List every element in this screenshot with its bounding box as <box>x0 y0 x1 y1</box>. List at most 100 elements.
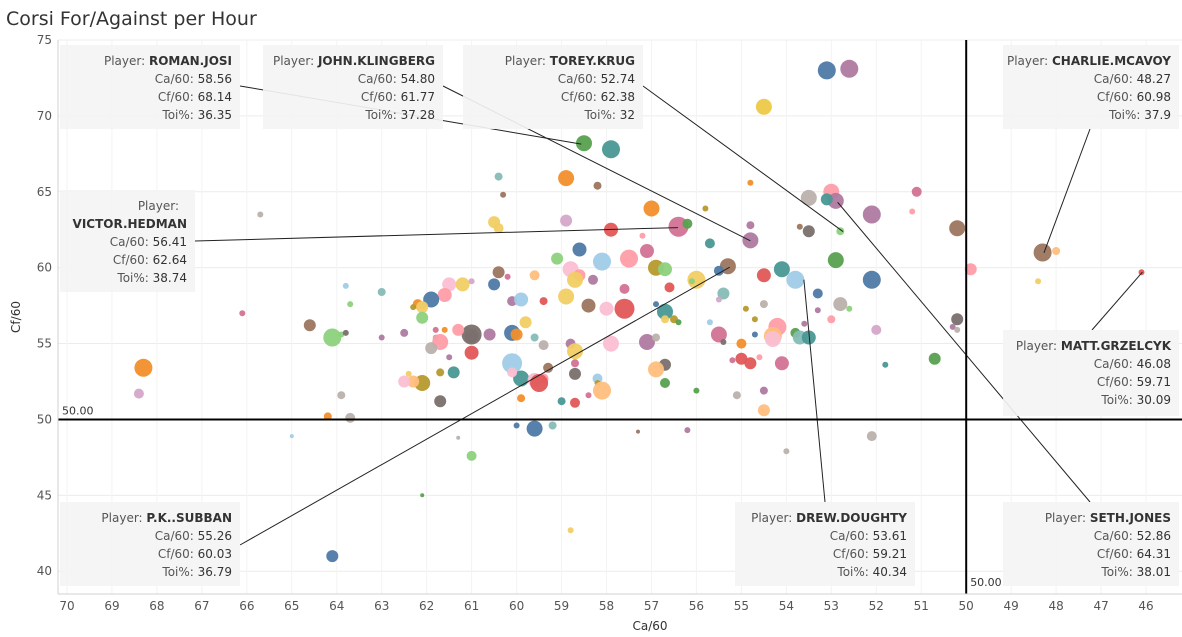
annotation-stat: Ca/60: 58.56 <box>155 72 232 86</box>
data-point <box>441 326 448 333</box>
annotation-player: Player: DREW.DOUGHTY <box>751 511 907 525</box>
data-point <box>757 404 770 417</box>
annotation-player: Player: JOHN.KLINGBERG <box>273 54 435 68</box>
data-point <box>507 367 518 378</box>
annotation-box <box>1003 502 1179 586</box>
annotation-drew-doughty: Player: DREW.DOUGHTY Ca/60: 53.61 Cf/60: 5… <box>735 502 915 586</box>
annotation-torey-krug: Player: TOREY.KRUG Ca/60: 52.74 Cf/60: 62.… <box>463 45 643 129</box>
data-point <box>468 278 475 285</box>
data-point <box>345 412 356 423</box>
annotation-stat: Cf/60: 61.77 <box>361 90 435 104</box>
x-tick-label: 49 <box>1004 599 1019 613</box>
data-point <box>410 304 417 311</box>
y-tick-label: 75 <box>37 33 52 47</box>
data-point <box>801 330 816 345</box>
data-point <box>717 287 730 300</box>
y-tick-label: 60 <box>37 261 52 275</box>
y-tick-label: 65 <box>37 185 52 199</box>
data-point <box>407 375 420 388</box>
annotation-stat: Cf/60: 59.21 <box>833 547 907 561</box>
data-point <box>693 387 700 394</box>
annotation-john-klingberg: Player: JOHN.KLINGBERG Ca/60: 54.80 Cf/60:… <box>263 45 443 129</box>
data-point <box>342 282 349 289</box>
data-point <box>759 300 768 309</box>
data-point <box>747 179 754 186</box>
annotation-roman-josi: Player: ROMAN.JOSI Ca/60: 58.56 Cf/60: 68.… <box>60 45 240 129</box>
x-tick-label: 56 <box>689 599 704 613</box>
data-point <box>713 265 724 276</box>
annotation-leader-line <box>837 201 1091 503</box>
data-point <box>551 252 564 265</box>
data-point <box>820 193 833 206</box>
data-point <box>323 412 332 421</box>
data-point <box>257 211 264 218</box>
data-point <box>323 328 342 347</box>
data-point <box>558 170 575 187</box>
data-point <box>567 527 574 534</box>
annotation-stat: Toi%: 36.79 <box>161 565 232 579</box>
data-point <box>436 368 445 377</box>
annotation-leader-line <box>194 227 679 242</box>
data-point <box>134 358 153 377</box>
data-point <box>827 252 844 269</box>
annotation-box <box>1003 45 1179 129</box>
x-tick-label: 54 <box>779 599 794 613</box>
data-point <box>513 370 530 387</box>
data-point <box>513 422 520 429</box>
annotation-stat: Ca/60: 55.26 <box>155 529 232 543</box>
annotation-stat: Cf/60: 60.98 <box>1097 90 1171 104</box>
data-point <box>567 343 583 360</box>
data-point <box>289 434 294 439</box>
data-point <box>796 223 803 230</box>
data-point <box>558 288 575 305</box>
data-point <box>744 357 757 370</box>
data-point <box>801 320 808 327</box>
data-point <box>400 328 409 337</box>
x-tick-label: 63 <box>374 599 389 613</box>
x-tick-label: 47 <box>1093 599 1108 613</box>
data-point <box>543 362 554 373</box>
data-point <box>434 395 447 408</box>
x-tick-label: 61 <box>464 599 479 613</box>
reference-lines: 50.00 50.00 <box>58 40 1182 594</box>
data-point <box>764 331 781 347</box>
x-tick-label: 50 <box>959 599 974 613</box>
annotation-p-k--subban: Player: P.K..SUBBAN Ca/60: 55.26 Cf/60: 60… <box>60 502 240 586</box>
data-point <box>702 205 709 212</box>
annotation-leader-line <box>642 85 844 232</box>
grid-lines <box>58 39 1182 594</box>
data-point <box>585 392 592 399</box>
annotation-victor-hedman: Player: VICTOR.HEDMAN Ca/60: 56.41 Cf/60: 6… <box>60 190 195 292</box>
data-point <box>814 307 821 314</box>
annotation-player: Player: TOREY.KRUG <box>505 54 635 68</box>
data-point <box>657 303 673 320</box>
data-point <box>398 375 411 388</box>
data-point <box>736 338 747 349</box>
data-point <box>423 291 440 308</box>
data-point <box>572 242 587 257</box>
data-point <box>510 328 523 341</box>
data-point <box>652 333 660 342</box>
x-tick-label: 68 <box>149 599 164 613</box>
data-point <box>640 244 654 258</box>
data-point <box>530 374 549 392</box>
x-tick-label: 66 <box>239 599 254 613</box>
data-point <box>909 208 916 215</box>
annotation-stat: Cf/60: 59.71 <box>1097 375 1171 389</box>
annotation-player: Player: CHARLIE.MCAVOY <box>1007 54 1171 68</box>
data-point <box>751 316 758 323</box>
data-point <box>1035 278 1042 285</box>
data-point <box>377 288 386 296</box>
data-point <box>954 326 961 333</box>
data-point <box>425 342 438 355</box>
data-point <box>529 270 540 281</box>
data-point <box>502 353 523 374</box>
data-point <box>416 311 429 324</box>
y-tick-label: 70 <box>37 109 52 123</box>
data-point <box>800 189 817 206</box>
data-point <box>756 268 771 283</box>
annotation-box <box>735 502 915 586</box>
annotation-box <box>463 45 643 129</box>
data-point <box>682 218 693 229</box>
